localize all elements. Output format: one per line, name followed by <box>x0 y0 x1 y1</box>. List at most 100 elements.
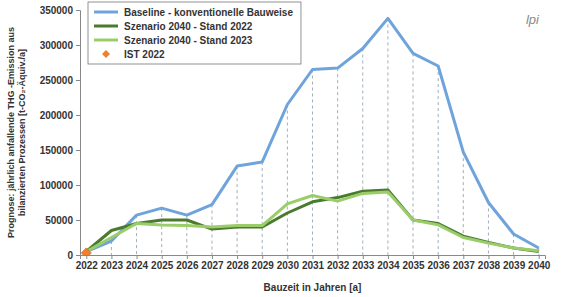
drop-line <box>362 49 363 256</box>
x-tick: 2022 <box>76 255 99 271</box>
x-tick-mark <box>338 255 339 259</box>
y-tick-label: 350000 <box>40 5 74 16</box>
x-tick: 2032 <box>327 255 350 271</box>
drop-line <box>312 70 313 256</box>
y-tick-label: 250000 <box>40 75 74 86</box>
x-tick-label: 2035 <box>402 260 425 271</box>
x-tick-label: 2022 <box>76 260 99 271</box>
drop-line <box>488 203 489 256</box>
x-tick: 2039 <box>503 255 526 271</box>
x-tick-label: 2028 <box>226 260 249 271</box>
x-tick-label: 2026 <box>176 260 199 271</box>
x-tick-label: 2034 <box>377 260 400 271</box>
drop-line <box>413 53 414 255</box>
x-tick: 2038 <box>478 255 501 271</box>
x-tick-mark <box>313 255 314 259</box>
drop-line <box>287 105 288 256</box>
y-axis-title-line: Prognose: jährlich anfallende THG -Emiss… <box>6 27 16 238</box>
series-line <box>86 192 538 252</box>
legend-label: Szenario 2040 - Stand 2023 <box>124 35 253 46</box>
legend-swatch <box>94 39 118 42</box>
x-tick-mark <box>363 255 364 259</box>
y-tick-label: 300000 <box>40 40 74 51</box>
y-tick-mark <box>76 220 80 221</box>
x-tick-mark <box>111 255 112 259</box>
x-tick: 2036 <box>428 255 451 271</box>
y-tick-mark <box>76 10 80 11</box>
y-tick: 200000 <box>40 110 80 121</box>
legend-swatch <box>94 11 118 14</box>
legend-label: Baseline - konventionelle Bauweise <box>124 7 293 18</box>
x-tick-mark <box>162 255 163 259</box>
y-tick-mark <box>76 45 80 46</box>
x-tick-mark <box>287 255 288 259</box>
chart: 0500001000001500002000002500003000003500… <box>0 0 561 297</box>
drop-line <box>387 18 388 255</box>
x-tick-mark <box>463 255 464 259</box>
drop-line <box>463 152 464 255</box>
x-tick: 2033 <box>352 255 375 271</box>
x-tick-mark <box>237 255 238 259</box>
y-tick: 50000 <box>45 215 80 226</box>
series-line <box>86 18 538 251</box>
x-tick: 2035 <box>402 255 425 271</box>
y-axis-line <box>76 11 81 256</box>
y-axis: 0500001000001500002000002500003000003500… <box>40 5 81 261</box>
drop-line <box>237 166 238 255</box>
x-tick-label: 2027 <box>201 260 224 271</box>
x-tick-label: 2031 <box>302 260 325 271</box>
x-tick: 2023 <box>101 255 124 271</box>
x-tick: 2028 <box>226 255 249 271</box>
drop-line <box>262 162 263 255</box>
series-line <box>86 190 538 252</box>
x-tick-mark <box>262 255 263 259</box>
y-axis-title-line: bilanzierten Prozessen [t-CO₂-Äquiv./a] <box>17 49 27 216</box>
x-tick: 2034 <box>377 255 400 271</box>
x-tick-mark <box>514 255 515 259</box>
logo-text: lpi <box>526 12 540 27</box>
x-tick-label: 2023 <box>101 260 124 271</box>
x-tick-label: 2032 <box>327 260 350 271</box>
drop-line <box>136 215 137 255</box>
drop-line <box>337 68 338 255</box>
x-tick: 2026 <box>176 255 199 271</box>
drop-line <box>513 234 514 255</box>
legend-box <box>88 2 301 64</box>
y-tick-mark <box>76 185 80 186</box>
x-tick-label: 2036 <box>428 260 451 271</box>
x-tick: 2024 <box>126 255 149 271</box>
y-tick-mark <box>76 115 80 116</box>
y-tick-label: 50000 <box>45 215 73 226</box>
plot-area <box>81 18 538 255</box>
x-tick-label: 2033 <box>352 260 375 271</box>
y-tick: 300000 <box>40 40 80 51</box>
x-tick-mark <box>488 255 489 259</box>
x-tick-label: 2030 <box>277 260 300 271</box>
x-tick-mark <box>388 255 389 259</box>
x-tick-mark <box>187 255 188 259</box>
x-tick-mark <box>86 255 87 259</box>
x-axis-title: Bauzeit in Jahren [a] <box>264 282 362 293</box>
legend-label: IST 2022 <box>124 49 165 60</box>
y-tick: 0 <box>67 250 80 261</box>
x-tick: 2027 <box>201 255 224 271</box>
y-tick-label: 0 <box>67 250 73 261</box>
legend-swatch <box>102 50 110 58</box>
x-tick-label: 2039 <box>503 260 526 271</box>
x-tick-label: 2029 <box>252 260 275 271</box>
x-tick: 2029 <box>252 255 275 271</box>
y-tick-label: 150000 <box>40 145 74 156</box>
x-axis: 2022202320242025202620272028202920302031… <box>76 255 551 271</box>
x-tick-label: 2037 <box>453 260 476 271</box>
x-tick-mark <box>137 255 138 259</box>
series-marker <box>81 248 91 255</box>
y-tick-mark <box>76 255 80 256</box>
x-tick-label: 2024 <box>126 260 149 271</box>
x-tick-mark <box>413 255 414 259</box>
y-tick: 150000 <box>40 145 80 156</box>
x-tick: 2030 <box>277 255 300 271</box>
x-axis-line <box>81 256 546 260</box>
x-tick-mark <box>438 255 439 259</box>
legend-swatch <box>94 25 118 28</box>
x-tick: 2037 <box>453 255 476 271</box>
